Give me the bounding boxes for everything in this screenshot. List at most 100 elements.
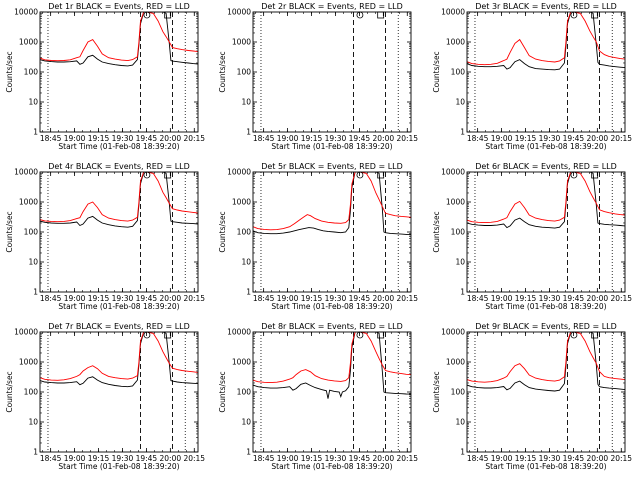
x-tick-label: 19:00 xyxy=(491,454,513,463)
x-axis-label: Start Time (01-Feb-08 18:39:20) xyxy=(58,142,179,151)
x-tick-label: 19:45 xyxy=(349,134,371,143)
x-tick-label: 19:15 xyxy=(88,454,110,463)
panel-title: Det 8r BLACK = Events, RED = LLD xyxy=(261,322,403,331)
x-tick-label: 18:45 xyxy=(40,134,62,143)
lld-series-line xyxy=(40,12,198,62)
x-axis-label: Start Time (01-Feb-08 18:39:20) xyxy=(271,462,392,471)
y-tick-label: 100 xyxy=(451,388,466,397)
events-series-line xyxy=(253,332,411,399)
x-tick-label: 19:45 xyxy=(349,454,371,463)
x-tick-label: 20:15 xyxy=(610,294,632,303)
x-tick-label: 19:30 xyxy=(112,454,134,463)
plot-frame xyxy=(252,11,412,133)
x-tick-label: 19:15 xyxy=(515,134,537,143)
y-tick-label: 1 xyxy=(460,448,465,457)
y-axis-label: Counts/sec xyxy=(432,51,441,92)
y-tick-label: 1000 xyxy=(446,198,465,207)
x-tick-label: 19:00 xyxy=(277,134,299,143)
saa-circle-marker xyxy=(570,11,578,19)
panel-title: Det 7r BLACK = Events, RED = LLD xyxy=(48,322,190,331)
x-tick-label: 19:30 xyxy=(539,134,561,143)
y-tick-label: 100 xyxy=(237,68,252,77)
x-tick-label: 20:00 xyxy=(587,294,609,303)
y-tick-label: 10000 xyxy=(441,328,465,337)
plot-frame xyxy=(466,11,626,133)
plot-frame xyxy=(252,171,412,293)
x-tick-label: 20:00 xyxy=(373,134,395,143)
y-tick-label: 100 xyxy=(451,68,466,77)
x-tick-label: 19:15 xyxy=(301,294,323,303)
x-tick-label: 18:45 xyxy=(467,294,489,303)
y-axis-label: Counts/sec xyxy=(432,211,441,252)
y-tick-label: 10000 xyxy=(441,168,465,177)
saa-circle-marker xyxy=(143,11,151,19)
x-tick-label: 19:00 xyxy=(64,134,86,143)
x-tick-label: 19:30 xyxy=(539,454,561,463)
panel-title: Det 1r BLACK = Events, RED = LLD xyxy=(48,2,190,11)
y-tick-label: 10000 xyxy=(227,328,251,337)
x-tick-label: 19:30 xyxy=(112,134,134,143)
y-axis-label: Counts/sec xyxy=(218,371,227,412)
plot-area xyxy=(40,12,198,132)
x-tick-label: 20:00 xyxy=(373,454,395,463)
y-axis-label: Counts/sec xyxy=(432,371,441,412)
plot-area xyxy=(467,172,625,292)
y-tick-label: 1000 xyxy=(19,38,38,47)
x-tick-label: 19:45 xyxy=(136,294,158,303)
x-tick-label: 20:15 xyxy=(610,134,632,143)
y-tick-label: 10 xyxy=(455,98,465,107)
x-axis-label: Start Time (01-Feb-08 18:39:20) xyxy=(485,142,606,151)
square-marker xyxy=(377,11,385,19)
y-tick-label: 10000 xyxy=(14,8,38,17)
detector-panel-1: Det 1r BLACK = Events, RED = LLD 1 10 100 10… xyxy=(5,2,205,151)
y-tick-label: 1 xyxy=(33,128,38,137)
detector-panel-5: Det 5r BLACK = Events, RED = LLD 1 10 100 10… xyxy=(218,162,418,311)
x-tick-label: 19:45 xyxy=(349,294,371,303)
y-tick-label: 1000 xyxy=(232,198,251,207)
plot-frame xyxy=(39,11,199,133)
plot-frame xyxy=(466,331,626,453)
events-series-line xyxy=(467,172,625,229)
x-tick-label: 18:45 xyxy=(40,294,62,303)
saa-circle-marker xyxy=(356,331,364,339)
y-axis-label: Counts/sec xyxy=(218,211,227,252)
y-tick-label: 10 xyxy=(455,418,465,427)
events-series-line xyxy=(253,172,411,236)
events-series-line xyxy=(40,172,198,228)
x-tick-label: 19:15 xyxy=(301,134,323,143)
y-tick-label: 10 xyxy=(241,258,251,267)
panel-title: Det 6r BLACK = Events, RED = LLD xyxy=(475,162,617,171)
lld-series-line xyxy=(40,172,198,223)
x-tick-label: 19:15 xyxy=(515,454,537,463)
x-tick-label: 19:30 xyxy=(325,134,347,143)
x-tick-label: 19:15 xyxy=(301,454,323,463)
x-tick-label: 19:45 xyxy=(136,134,158,143)
y-tick-label: 1 xyxy=(33,448,38,457)
y-axis-label: Counts/sec xyxy=(5,371,14,412)
lld-series-line xyxy=(253,332,411,384)
y-tick-label: 1 xyxy=(246,128,251,137)
x-axis-label: Start Time (01-Feb-08 18:39:20) xyxy=(271,302,392,311)
x-axis-label: Start Time (01-Feb-08 18:39:20) xyxy=(485,462,606,471)
x-tick-label: 19:00 xyxy=(491,294,513,303)
y-tick-label: 10000 xyxy=(14,168,38,177)
x-tick-label: 20:00 xyxy=(160,134,182,143)
x-tick-label: 18:45 xyxy=(40,454,62,463)
detector-panel-6: Det 6r BLACK = Events, RED = LLD 1 10 100 10… xyxy=(432,162,632,311)
x-tick-label: 20:00 xyxy=(373,294,395,303)
x-tick-label: 18:45 xyxy=(253,454,275,463)
lld-series-line xyxy=(467,172,625,224)
y-axis-label: Counts/sec xyxy=(5,51,14,92)
y-tick-label: 10 xyxy=(28,98,38,107)
x-tick-label: 18:45 xyxy=(253,294,275,303)
saa-circle-marker xyxy=(143,331,151,339)
y-tick-label: 10 xyxy=(28,418,38,427)
panel-title: Det 9r BLACK = Events, RED = LLD xyxy=(475,322,617,331)
lld-series-line xyxy=(467,332,625,383)
x-tick-label: 19:00 xyxy=(277,294,299,303)
x-tick-label: 19:00 xyxy=(491,134,513,143)
plot-area xyxy=(40,172,198,292)
events-series-line xyxy=(467,332,625,392)
panel-title: Det 3r BLACK = Events, RED = LLD xyxy=(475,2,617,11)
